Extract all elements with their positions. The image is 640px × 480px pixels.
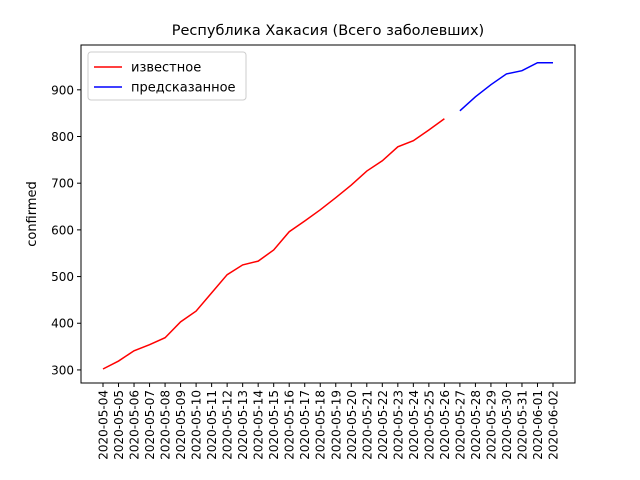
x-tick-label: 2020-05-12 <box>221 390 235 460</box>
x-tick-label: 2020-05-04 <box>97 390 111 460</box>
x-tick-label: 2020-05-29 <box>484 390 498 460</box>
y-tick-label: 800 <box>51 130 74 144</box>
y-tick-label: 300 <box>51 363 74 377</box>
x-tick-label: 2020-05-07 <box>143 390 157 460</box>
x-tick-label: 2020-05-11 <box>205 390 219 460</box>
x-tick-label: 2020-05-08 <box>159 390 173 460</box>
y-tick-label: 500 <box>51 270 74 284</box>
x-tick-label: 2020-05-10 <box>190 390 204 460</box>
series-line <box>102 118 445 370</box>
x-tick-label: 2020-05-21 <box>360 390 374 460</box>
x-tick-label: 2020-05-28 <box>469 390 483 460</box>
x-tick-label: 2020-05-20 <box>345 390 359 460</box>
y-tick-label: 600 <box>51 223 74 237</box>
x-tick-label: 2020-05-09 <box>174 390 188 460</box>
y-axis-label: confirmed <box>25 181 40 247</box>
series-line <box>459 61 553 112</box>
x-tick-label: 2020-05-26 <box>438 390 452 460</box>
x-tick-label: 2020-05-22 <box>376 390 390 460</box>
x-tick-label: 2020-06-02 <box>547 390 561 460</box>
x-tick-label: 2020-05-24 <box>407 390 421 460</box>
legend-box <box>87 51 247 101</box>
x-tick-label: 2020-05-14 <box>252 390 266 460</box>
legend-label: известное <box>131 61 201 76</box>
y-tick-label: 400 <box>51 317 74 331</box>
x-tick-label: 2020-06-01 <box>531 390 545 460</box>
x-tick-label: 2020-05-15 <box>267 390 281 460</box>
x-tick-label: 2020-05-13 <box>236 390 250 460</box>
legend-label: предсказанное <box>131 81 236 96</box>
plot-frame <box>80 44 576 384</box>
x-tick-label: 2020-05-16 <box>283 390 297 460</box>
x-tick-label: 2020-05-31 <box>515 390 529 460</box>
x-tick-label: 2020-05-23 <box>391 390 405 460</box>
x-tick-label: 2020-05-17 <box>298 390 312 460</box>
x-tick-label: 2020-05-30 <box>500 390 514 460</box>
x-tick-label: 2020-05-05 <box>112 390 126 460</box>
x-tick-label: 2020-05-19 <box>329 390 343 460</box>
x-tick-label: 2020-05-27 <box>453 390 467 460</box>
x-tick-label: 2020-05-06 <box>128 390 142 460</box>
y-tick-label: 900 <box>51 83 74 97</box>
y-tick-label: 700 <box>51 177 74 191</box>
chart-title: Республика Хакасия (Всего заболевших) <box>172 23 484 39</box>
x-tick-label: 2020-05-18 <box>314 390 328 460</box>
x-tick-label: 2020-05-25 <box>422 390 436 460</box>
